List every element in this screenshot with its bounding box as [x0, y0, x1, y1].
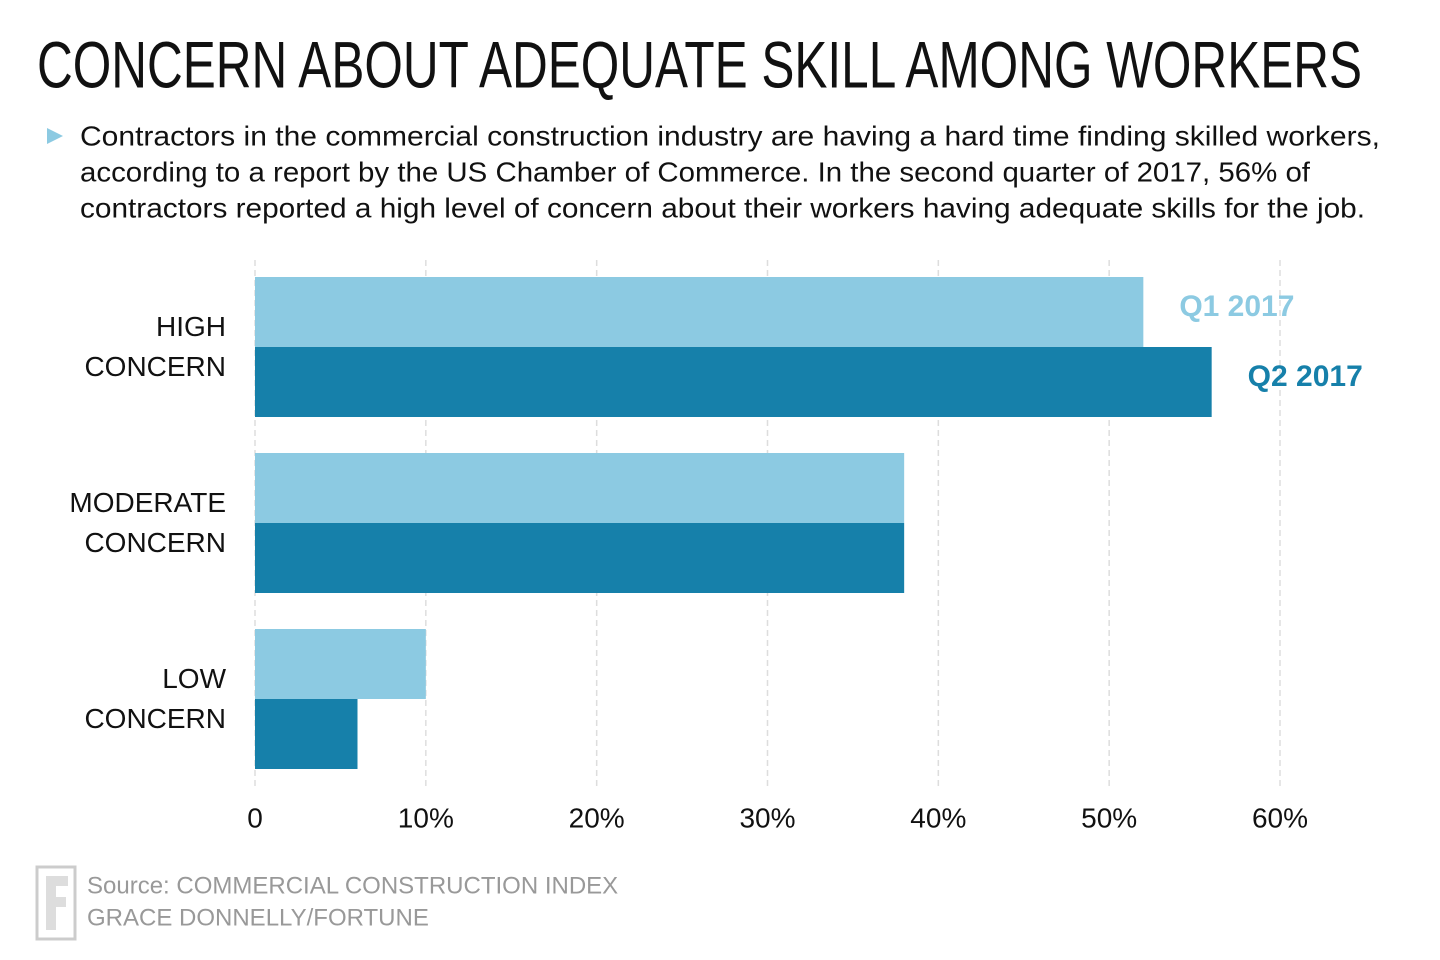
x-tick-label: 20% — [569, 802, 625, 833]
source: Source: COMMERCIAL CONSTRUCTION INDEX — [87, 872, 618, 899]
bar — [255, 277, 1144, 347]
subtitle-line: according to a report by the US Chamber … — [80, 156, 1310, 187]
chart-title: CONCERN ABOUT ADEQUATE SKILL AMONG WORKE… — [37, 27, 1362, 101]
bar — [255, 523, 905, 593]
y-tick-label: LOW CONCERN — [84, 663, 226, 734]
legend-label: Q2 2017 — [1248, 360, 1363, 393]
x-tick-label: 10% — [398, 802, 454, 833]
x-tick-label: 60% — [1252, 802, 1308, 833]
bar — [255, 347, 1212, 417]
subtitle-line: contractors reported a high level of con… — [80, 192, 1365, 223]
x-tick-label: 40% — [910, 802, 966, 833]
credit: GRACE DONNELLY/FORTUNE — [87, 904, 429, 931]
x-tick-label: 0 — [247, 802, 263, 833]
subtitle-line: Contractors in the commercial constructi… — [80, 120, 1380, 151]
y-tick-label: HIGH CONCERN — [84, 311, 226, 382]
logo — [35, 865, 77, 941]
x-tick-label: 50% — [1081, 802, 1137, 833]
bar — [255, 629, 426, 699]
legend-label: Q1 2017 — [1179, 290, 1294, 323]
y-tick-label: MODERATE CONCERN — [69, 487, 226, 558]
bullet — [47, 128, 63, 144]
x-tick-label: 30% — [739, 802, 795, 833]
bar — [255, 453, 905, 523]
bar — [255, 699, 358, 769]
